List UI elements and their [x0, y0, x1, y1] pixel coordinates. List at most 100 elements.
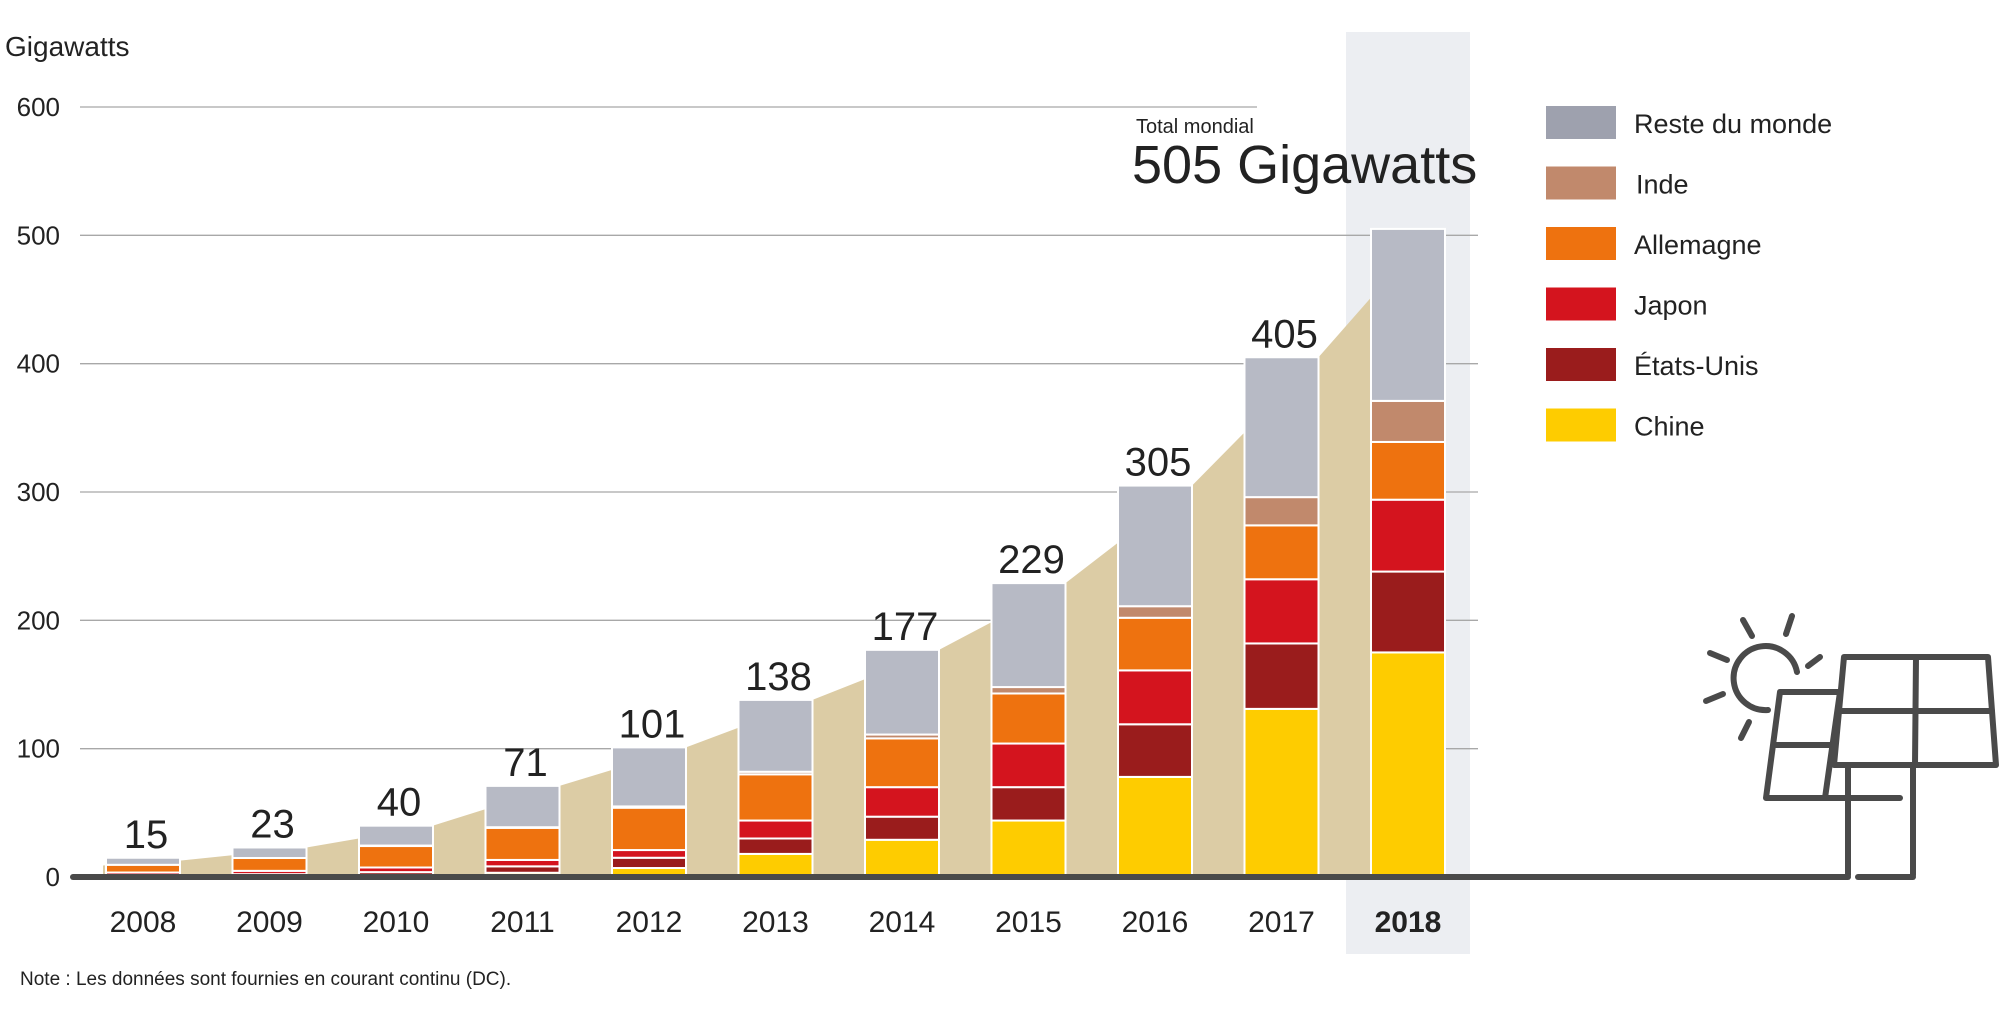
x-tick-2016: 2016	[1122, 906, 1189, 939]
trend-area	[103, 272, 1393, 877]
y-axis-label: Gigawatts	[5, 31, 130, 62]
legend-item-japon: Japon	[1546, 287, 1708, 321]
total-label-2011: 71	[503, 741, 548, 785]
bar-2018-reste-du-monde	[1370, 227, 1446, 402]
bar-2013-etats-unis	[737, 837, 814, 855]
trend-area-layer	[103, 272, 1393, 877]
legend-label-etats-unis: États-Unis	[1634, 351, 1759, 381]
bar-group-2014	[864, 648, 940, 878]
bar-2018-etats-unis	[1370, 570, 1446, 654]
bar-2014-etats-unis	[864, 815, 940, 841]
bar-2009-allemagne	[231, 857, 308, 872]
x-tick-2017: 2017	[1248, 906, 1315, 939]
total-label-2015: 229	[998, 538, 1065, 582]
x-tick-2012: 2012	[616, 906, 683, 939]
y-tick-600: 600	[17, 92, 60, 122]
legend-swatch-japon	[1546, 287, 1616, 321]
legend-swatch-etats-unis	[1546, 348, 1616, 381]
bar-2011-reste-du-monde	[484, 784, 561, 829]
labels-layer: 0 100 200 300 400 500 600 15 2008 23 2009 40 2010 71 2…	[17, 92, 1442, 939]
legend-item-reste-du-monde: Reste du monde	[1546, 106, 1832, 139]
y-tick-0: 0	[46, 862, 60, 892]
bar-2010-reste-du-monde	[358, 824, 434, 847]
bar-2015-japon	[990, 742, 1067, 789]
x-tick-2009: 2009	[236, 906, 303, 939]
bar-2012-allemagne	[611, 806, 687, 852]
x-tick-2015: 2015	[995, 906, 1062, 939]
bar-2018-chine	[1370, 651, 1446, 879]
bar-group-2017	[1243, 356, 1320, 879]
legend-swatch-reste-du-monde	[1546, 106, 1616, 139]
bar-2016-etats-unis	[1117, 723, 1193, 778]
bar-2015-reste-du-monde	[990, 582, 1067, 689]
y-tick-100: 100	[17, 734, 60, 764]
bar-group-2009	[231, 846, 308, 878]
bar-group-2015	[990, 582, 1067, 878]
total-label-2012: 101	[619, 702, 686, 746]
legend-label-reste-du-monde: Reste du monde	[1634, 109, 1832, 139]
bar-2010-allemagne	[358, 844, 434, 869]
world-total-caption: Total mondial	[1136, 116, 1254, 138]
x-tick-2011: 2011	[490, 906, 555, 939]
bar-2013-chine	[737, 852, 814, 879]
total-label-2016: 305	[1125, 441, 1192, 485]
legend-label-allemagne: Allemagne	[1634, 230, 1762, 260]
legend-item-allemagne: Allemagne	[1546, 227, 1762, 260]
total-label-2017: 405	[1251, 312, 1318, 356]
total-label-2008: 15	[124, 813, 169, 857]
x-tick-2014: 2014	[869, 906, 936, 939]
legend-swatch-allemagne	[1546, 227, 1616, 260]
bar-2012-etats-unis	[611, 856, 687, 870]
legend-label-chine: Chine	[1634, 412, 1705, 442]
bar-2016-inde	[1117, 605, 1193, 619]
bar-group-2018	[1370, 227, 1446, 879]
total-label-2013: 138	[745, 655, 812, 699]
bar-2014-allemagne	[864, 737, 940, 789]
bar-2015-allemagne	[990, 692, 1067, 745]
x-tick-2008: 2008	[110, 906, 177, 939]
legend: Reste du monde Inde Allemagne Japon États-Un…	[1546, 106, 1832, 442]
bar-2012-japon	[611, 849, 687, 859]
bar-2016-allemagne	[1117, 616, 1193, 672]
bar-2013-japon	[737, 819, 814, 840]
total-label-2009: 23	[250, 802, 295, 846]
world-total-value: 505 Gigawatts	[1132, 135, 1477, 195]
bar-2017-allemagne	[1243, 524, 1320, 581]
x-tick-2018: 2018	[1375, 906, 1442, 939]
bar-2012-reste-du-monde	[611, 746, 687, 808]
bar-2017-reste-du-monde	[1243, 356, 1320, 499]
bar-2018-allemagne	[1370, 440, 1446, 501]
legend-item-etats-unis: États-Unis	[1546, 348, 1759, 381]
bar-2009-reste-du-monde	[231, 846, 308, 860]
bar-2018-japon	[1370, 498, 1446, 573]
bar-2013-reste-du-monde	[737, 698, 814, 773]
bar-group-2016	[1117, 484, 1193, 879]
bar-2014-chine	[864, 838, 940, 878]
bar-2015-etats-unis	[990, 786, 1067, 822]
bar-2017-inde	[1243, 496, 1320, 527]
bar-group-2012	[611, 746, 687, 878]
bar-2017-etats-unis	[1243, 642, 1320, 710]
bar-2015-chine	[990, 819, 1067, 878]
footnote: Note : Les données sont fournies en cour…	[20, 969, 511, 990]
legend-swatch-inde	[1546, 166, 1616, 200]
y-tick-300: 300	[17, 477, 60, 507]
bar-2016-japon	[1117, 669, 1193, 726]
solar-panel-sun-icon	[1703, 613, 1999, 880]
bar-2014-japon	[864, 786, 940, 818]
legend-label-inde: Inde	[1636, 170, 1689, 200]
bar-2013-allemagne	[737, 773, 814, 822]
y-tick-400: 400	[17, 349, 60, 379]
bar-2017-chine	[1243, 707, 1320, 879]
total-label-2010: 40	[377, 781, 422, 825]
bar-group-2011	[484, 784, 561, 879]
bar-2011-allemagne	[484, 826, 561, 861]
legend-label-japon: Japon	[1634, 291, 1708, 321]
legend-item-chine: Chine	[1546, 408, 1705, 442]
bar-2008-allemagne	[105, 863, 181, 874]
bar-2014-reste-du-monde	[864, 648, 940, 736]
bar-group-2010	[358, 824, 434, 879]
total-label-2014: 177	[872, 605, 939, 649]
y-tick-200: 200	[17, 605, 60, 635]
